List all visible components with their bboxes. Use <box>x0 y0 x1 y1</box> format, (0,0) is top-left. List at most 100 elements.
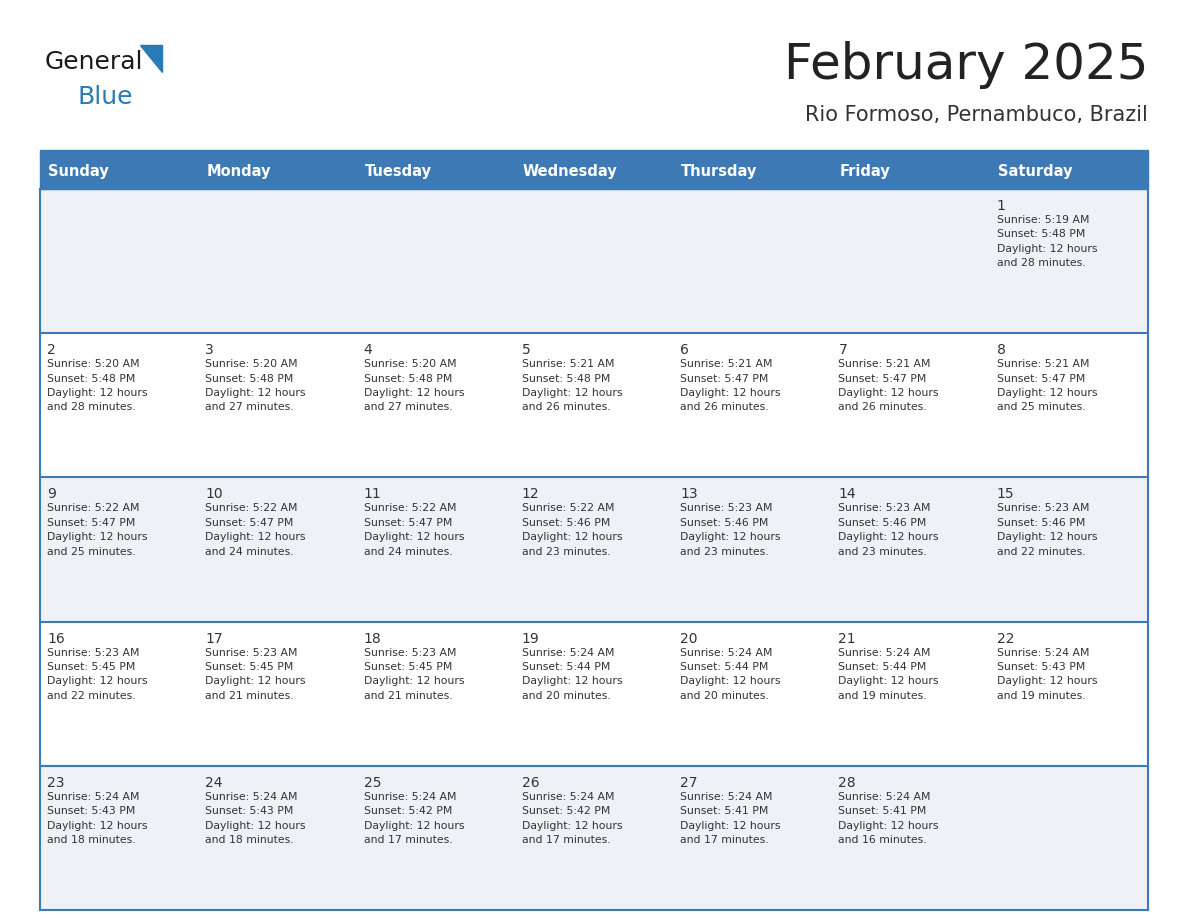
Bar <box>514 333 674 477</box>
Text: Sunrise: 5:24 AM
Sunset: 5:43 PM
Daylight: 12 hours
and 18 minutes.: Sunrise: 5:24 AM Sunset: 5:43 PM Dayligh… <box>48 792 147 845</box>
Text: Sunrise: 5:24 AM
Sunset: 5:44 PM
Daylight: 12 hours
and 20 minutes.: Sunrise: 5:24 AM Sunset: 5:44 PM Dayligh… <box>681 647 781 700</box>
Text: 3: 3 <box>206 343 214 357</box>
Text: 23: 23 <box>48 776 64 789</box>
Bar <box>40 766 198 910</box>
Text: Thursday: Thursday <box>681 164 758 179</box>
Text: Sunrise: 5:24 AM
Sunset: 5:42 PM
Daylight: 12 hours
and 17 minutes.: Sunrise: 5:24 AM Sunset: 5:42 PM Dayligh… <box>522 792 623 845</box>
Bar <box>356 766 514 910</box>
Text: Sunrise: 5:24 AM
Sunset: 5:44 PM
Daylight: 12 hours
and 20 minutes.: Sunrise: 5:24 AM Sunset: 5:44 PM Dayligh… <box>522 647 623 700</box>
Bar <box>514 621 674 766</box>
Text: Sunrise: 5:23 AM
Sunset: 5:45 PM
Daylight: 12 hours
and 21 minutes.: Sunrise: 5:23 AM Sunset: 5:45 PM Dayligh… <box>206 647 305 700</box>
Text: Sunrise: 5:22 AM
Sunset: 5:46 PM
Daylight: 12 hours
and 23 minutes.: Sunrise: 5:22 AM Sunset: 5:46 PM Dayligh… <box>522 503 623 556</box>
Text: 21: 21 <box>839 632 857 645</box>
Text: 26: 26 <box>522 776 539 789</box>
Text: Blue: Blue <box>78 85 133 109</box>
Text: Sunrise: 5:23 AM
Sunset: 5:46 PM
Daylight: 12 hours
and 23 minutes.: Sunrise: 5:23 AM Sunset: 5:46 PM Dayligh… <box>681 503 781 556</box>
Bar <box>832 189 990 333</box>
Text: 27: 27 <box>681 776 697 789</box>
Text: 25: 25 <box>364 776 381 789</box>
Text: Sunrise: 5:24 AM
Sunset: 5:42 PM
Daylight: 12 hours
and 17 minutes.: Sunrise: 5:24 AM Sunset: 5:42 PM Dayligh… <box>364 792 465 845</box>
Text: Sunrise: 5:21 AM
Sunset: 5:48 PM
Daylight: 12 hours
and 26 minutes.: Sunrise: 5:21 AM Sunset: 5:48 PM Dayligh… <box>522 359 623 412</box>
Text: Sunrise: 5:22 AM
Sunset: 5:47 PM
Daylight: 12 hours
and 24 minutes.: Sunrise: 5:22 AM Sunset: 5:47 PM Dayligh… <box>206 503 305 556</box>
Text: 5: 5 <box>522 343 531 357</box>
Bar <box>198 766 356 910</box>
Text: Tuesday: Tuesday <box>365 164 431 179</box>
Bar <box>514 189 674 333</box>
Text: 16: 16 <box>48 632 65 645</box>
Text: 12: 12 <box>522 487 539 501</box>
Bar <box>40 154 198 189</box>
Bar <box>356 154 514 189</box>
Text: 7: 7 <box>839 343 847 357</box>
Bar <box>990 154 1148 189</box>
Bar <box>674 766 832 910</box>
Bar <box>356 477 514 621</box>
Text: 28: 28 <box>839 776 857 789</box>
Text: 9: 9 <box>48 487 56 501</box>
Text: Sunrise: 5:24 AM
Sunset: 5:43 PM
Daylight: 12 hours
and 18 minutes.: Sunrise: 5:24 AM Sunset: 5:43 PM Dayligh… <box>206 792 305 845</box>
Bar <box>356 333 514 477</box>
Text: Sunrise: 5:23 AM
Sunset: 5:46 PM
Daylight: 12 hours
and 22 minutes.: Sunrise: 5:23 AM Sunset: 5:46 PM Dayligh… <box>997 503 1098 556</box>
Bar <box>674 621 832 766</box>
Text: 22: 22 <box>997 632 1015 645</box>
Text: Monday: Monday <box>207 164 271 179</box>
Text: Sunrise: 5:23 AM
Sunset: 5:45 PM
Daylight: 12 hours
and 21 minutes.: Sunrise: 5:23 AM Sunset: 5:45 PM Dayligh… <box>364 647 465 700</box>
Text: Sunrise: 5:22 AM
Sunset: 5:47 PM
Daylight: 12 hours
and 25 minutes.: Sunrise: 5:22 AM Sunset: 5:47 PM Dayligh… <box>48 503 147 556</box>
Bar <box>514 154 674 189</box>
Text: 4: 4 <box>364 343 372 357</box>
Bar <box>674 154 832 189</box>
Text: February 2025: February 2025 <box>784 41 1148 89</box>
Bar <box>832 154 990 189</box>
Text: 14: 14 <box>839 487 857 501</box>
Bar <box>40 477 198 621</box>
Text: 11: 11 <box>364 487 381 501</box>
Text: Saturday: Saturday <box>998 164 1073 179</box>
Bar <box>356 189 514 333</box>
Bar <box>198 333 356 477</box>
Bar <box>198 189 356 333</box>
Text: Sunrise: 5:20 AM
Sunset: 5:48 PM
Daylight: 12 hours
and 27 minutes.: Sunrise: 5:20 AM Sunset: 5:48 PM Dayligh… <box>364 359 465 412</box>
Text: 19: 19 <box>522 632 539 645</box>
Text: Friday: Friday <box>840 164 890 179</box>
Text: Sunrise: 5:23 AM
Sunset: 5:45 PM
Daylight: 12 hours
and 22 minutes.: Sunrise: 5:23 AM Sunset: 5:45 PM Dayligh… <box>48 647 147 700</box>
Bar <box>198 477 356 621</box>
Text: Sunrise: 5:21 AM
Sunset: 5:47 PM
Daylight: 12 hours
and 26 minutes.: Sunrise: 5:21 AM Sunset: 5:47 PM Dayligh… <box>839 359 939 412</box>
Bar <box>990 766 1148 910</box>
Text: Sunrise: 5:23 AM
Sunset: 5:46 PM
Daylight: 12 hours
and 23 minutes.: Sunrise: 5:23 AM Sunset: 5:46 PM Dayligh… <box>839 503 939 556</box>
Bar <box>40 189 198 333</box>
Bar <box>356 621 514 766</box>
Text: 2: 2 <box>48 343 56 357</box>
Bar <box>674 189 832 333</box>
Text: General: General <box>45 50 144 74</box>
Text: 17: 17 <box>206 632 223 645</box>
Bar <box>674 333 832 477</box>
Text: 24: 24 <box>206 776 223 789</box>
Text: Sunrise: 5:20 AM
Sunset: 5:48 PM
Daylight: 12 hours
and 27 minutes.: Sunrise: 5:20 AM Sunset: 5:48 PM Dayligh… <box>206 359 305 412</box>
Bar <box>674 477 832 621</box>
Text: 10: 10 <box>206 487 223 501</box>
Bar <box>514 477 674 621</box>
Bar <box>40 621 198 766</box>
Text: 20: 20 <box>681 632 697 645</box>
Text: 13: 13 <box>681 487 697 501</box>
Text: Wednesday: Wednesday <box>523 164 618 179</box>
Bar <box>832 333 990 477</box>
Bar <box>832 766 990 910</box>
Text: 15: 15 <box>997 487 1015 501</box>
Bar <box>514 766 674 910</box>
Text: 6: 6 <box>681 343 689 357</box>
Text: Sunrise: 5:24 AM
Sunset: 5:41 PM
Daylight: 12 hours
and 17 minutes.: Sunrise: 5:24 AM Sunset: 5:41 PM Dayligh… <box>681 792 781 845</box>
Text: Sunrise: 5:21 AM
Sunset: 5:47 PM
Daylight: 12 hours
and 26 minutes.: Sunrise: 5:21 AM Sunset: 5:47 PM Dayligh… <box>681 359 781 412</box>
Text: Sunrise: 5:19 AM
Sunset: 5:48 PM
Daylight: 12 hours
and 28 minutes.: Sunrise: 5:19 AM Sunset: 5:48 PM Dayligh… <box>997 215 1098 268</box>
Text: Sunday: Sunday <box>48 164 109 179</box>
Text: Sunrise: 5:24 AM
Sunset: 5:43 PM
Daylight: 12 hours
and 19 minutes.: Sunrise: 5:24 AM Sunset: 5:43 PM Dayligh… <box>997 647 1098 700</box>
Bar <box>40 333 198 477</box>
Text: 8: 8 <box>997 343 1005 357</box>
Bar <box>40 150 1148 155</box>
Text: Sunrise: 5:20 AM
Sunset: 5:48 PM
Daylight: 12 hours
and 28 minutes.: Sunrise: 5:20 AM Sunset: 5:48 PM Dayligh… <box>48 359 147 412</box>
Bar <box>198 154 356 189</box>
Text: Sunrise: 5:21 AM
Sunset: 5:47 PM
Daylight: 12 hours
and 25 minutes.: Sunrise: 5:21 AM Sunset: 5:47 PM Dayligh… <box>997 359 1098 412</box>
Bar <box>990 333 1148 477</box>
Bar <box>990 189 1148 333</box>
Text: Sunrise: 5:24 AM
Sunset: 5:41 PM
Daylight: 12 hours
and 16 minutes.: Sunrise: 5:24 AM Sunset: 5:41 PM Dayligh… <box>839 792 939 845</box>
